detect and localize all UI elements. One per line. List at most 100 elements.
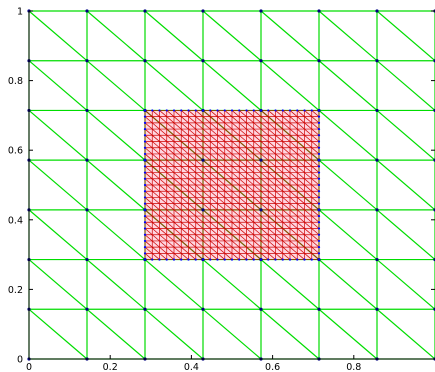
fine-mesh-diagonal-line bbox=[144, 116, 312, 260]
fine-mesh-diagonal-line bbox=[144, 184, 233, 260]
y-tick-label: 0.6 bbox=[8, 146, 23, 157]
y-tick-label: 0.2 bbox=[8, 285, 23, 296]
fine-mesh-boundary-node bbox=[317, 159, 321, 162]
fine-mesh-diagonal-line bbox=[144, 122, 305, 260]
coarse-mesh-node bbox=[259, 59, 263, 63]
fine-mesh-boundary-node bbox=[187, 109, 190, 112]
fine-mesh-boundary-node bbox=[267, 109, 270, 112]
fine-mesh-boundary-node bbox=[230, 258, 234, 261]
fine-mesh-boundary-node bbox=[296, 109, 299, 112]
fine-mesh-boundary-node bbox=[317, 208, 321, 211]
coarse-mesh-node bbox=[201, 9, 205, 13]
fine-mesh-diagonal-line bbox=[246, 110, 320, 173]
fine-mesh-boundary-node bbox=[143, 183, 147, 187]
fine-mesh-boundary-node bbox=[288, 109, 292, 112]
coarse-mesh-node bbox=[85, 158, 89, 162]
fine-mesh-boundary-node bbox=[317, 190, 321, 193]
fine-mesh-boundary-node bbox=[143, 252, 147, 255]
coarse-mesh-node bbox=[201, 208, 205, 212]
fine-mesh-boundary-node bbox=[216, 109, 219, 112]
coarse-mesh-node bbox=[85, 307, 89, 311]
coarse-mesh-node bbox=[375, 307, 379, 311]
coarse-mesh-node bbox=[85, 9, 89, 13]
fine-mesh-boundary-node bbox=[259, 258, 263, 261]
coarse-mesh-diagonal-line bbox=[260, 10, 435, 161]
fine-mesh-boundary-node bbox=[223, 109, 226, 112]
fine-mesh-diagonal-line bbox=[144, 166, 254, 260]
fine-mesh-diagonal-line bbox=[144, 135, 291, 260]
fine-mesh-boundary-node bbox=[158, 258, 161, 261]
fine-mesh-boundary-node bbox=[143, 258, 147, 261]
fine-mesh-diagonal-line bbox=[144, 253, 153, 260]
fine-mesh-diagonal-line bbox=[304, 110, 320, 124]
fine-mesh-boundary-node bbox=[180, 109, 183, 112]
fine-mesh-diagonal-line bbox=[311, 110, 320, 117]
coarse-mesh-node bbox=[317, 9, 321, 13]
fine-mesh-diagonal-line bbox=[195, 110, 320, 217]
fine-mesh-boundary-node bbox=[143, 214, 147, 218]
x-tick-label: 0.8 bbox=[346, 362, 361, 372]
fine-mesh-boundary-node bbox=[194, 258, 197, 261]
fine-mesh-boundary-node bbox=[143, 165, 147, 168]
fine-mesh-diagonal-line bbox=[159, 110, 320, 248]
fine-mesh-boundary-node bbox=[143, 239, 147, 243]
fine-mesh-diagonal-line bbox=[144, 178, 240, 260]
fine-mesh-diagonal-line bbox=[144, 234, 175, 260]
fine-mesh-diagonal-line bbox=[224, 110, 320, 192]
fine-mesh-diagonal-line bbox=[144, 110, 320, 260]
fine-mesh-boundary-node bbox=[259, 109, 263, 112]
coarse-mesh-diagonal-line bbox=[376, 10, 435, 62]
fine-mesh-boundary-node bbox=[288, 258, 292, 261]
fine-mesh-diagonal-line bbox=[144, 209, 204, 260]
fine-mesh-boundary-node bbox=[317, 246, 321, 249]
coarse-mesh-node bbox=[375, 108, 379, 113]
coarse-mesh-node bbox=[259, 158, 263, 162]
fine-mesh-boundary-node bbox=[317, 233, 321, 236]
fine-mesh-diagonal-line bbox=[144, 215, 196, 260]
coarse-mesh-node bbox=[201, 307, 205, 311]
fine-mesh-boundary-node bbox=[317, 177, 321, 180]
fine-mesh-boundary-node bbox=[230, 109, 234, 112]
fine-mesh-boundary-node bbox=[216, 258, 219, 261]
fine-mesh-diagonal-line bbox=[144, 141, 283, 260]
fine-mesh-diagonal-line bbox=[144, 228, 182, 260]
fine-mesh-diagonal-line bbox=[239, 110, 320, 180]
fine-mesh-boundary-node bbox=[238, 109, 241, 112]
fine-mesh-diagonal-line bbox=[144, 240, 167, 260]
fine-mesh-boundary-node bbox=[317, 127, 321, 131]
coarse-mesh-node bbox=[85, 108, 89, 113]
fine-mesh-boundary-node bbox=[151, 109, 154, 112]
x-tick-label: 0.6 bbox=[265, 362, 280, 372]
fine-mesh-boundary-node bbox=[317, 109, 321, 112]
fine-mesh-boundary-node bbox=[143, 159, 147, 162]
fine-mesh-diagonal-line bbox=[210, 110, 320, 204]
fine-mesh-boundary-node bbox=[317, 258, 321, 261]
fine-mesh-boundary-node bbox=[143, 152, 147, 156]
fine-mesh-diagonal-line bbox=[144, 246, 160, 260]
fine-mesh-boundary-node bbox=[143, 227, 147, 230]
fine-mesh-boundary-node bbox=[180, 258, 183, 261]
fine-mesh-boundary-node bbox=[201, 258, 205, 261]
fine-mesh-diagonal-line bbox=[181, 110, 320, 229]
coarse-mesh-node bbox=[201, 158, 205, 162]
coarse-mesh-diagonal-line bbox=[28, 209, 204, 360]
fine-mesh-boundary-node bbox=[158, 109, 161, 112]
y-tick-label: 0.4 bbox=[8, 215, 23, 226]
coarse-mesh-node bbox=[375, 158, 379, 162]
fine-mesh-boundary-node bbox=[165, 258, 168, 261]
fine-mesh-boundary-node bbox=[209, 258, 212, 261]
fine-mesh-boundary-node bbox=[281, 258, 284, 261]
fine-mesh-boundary-node bbox=[143, 233, 147, 236]
coarse-mesh-node bbox=[201, 59, 205, 63]
fine-mesh-boundary-node bbox=[143, 115, 147, 118]
fine-mesh-boundary-node bbox=[151, 258, 154, 261]
fine-mesh-boundary-node bbox=[317, 171, 321, 174]
fine-mesh-boundary-node bbox=[310, 109, 313, 112]
coarse-mesh-node bbox=[317, 307, 321, 311]
fine-mesh-boundary-node bbox=[223, 258, 226, 261]
coarse-mesh-node bbox=[259, 9, 263, 13]
fine-mesh-diagonal-line bbox=[231, 110, 320, 186]
fine-mesh-boundary-node bbox=[317, 152, 321, 156]
fine-mesh-boundary-node bbox=[317, 214, 321, 218]
